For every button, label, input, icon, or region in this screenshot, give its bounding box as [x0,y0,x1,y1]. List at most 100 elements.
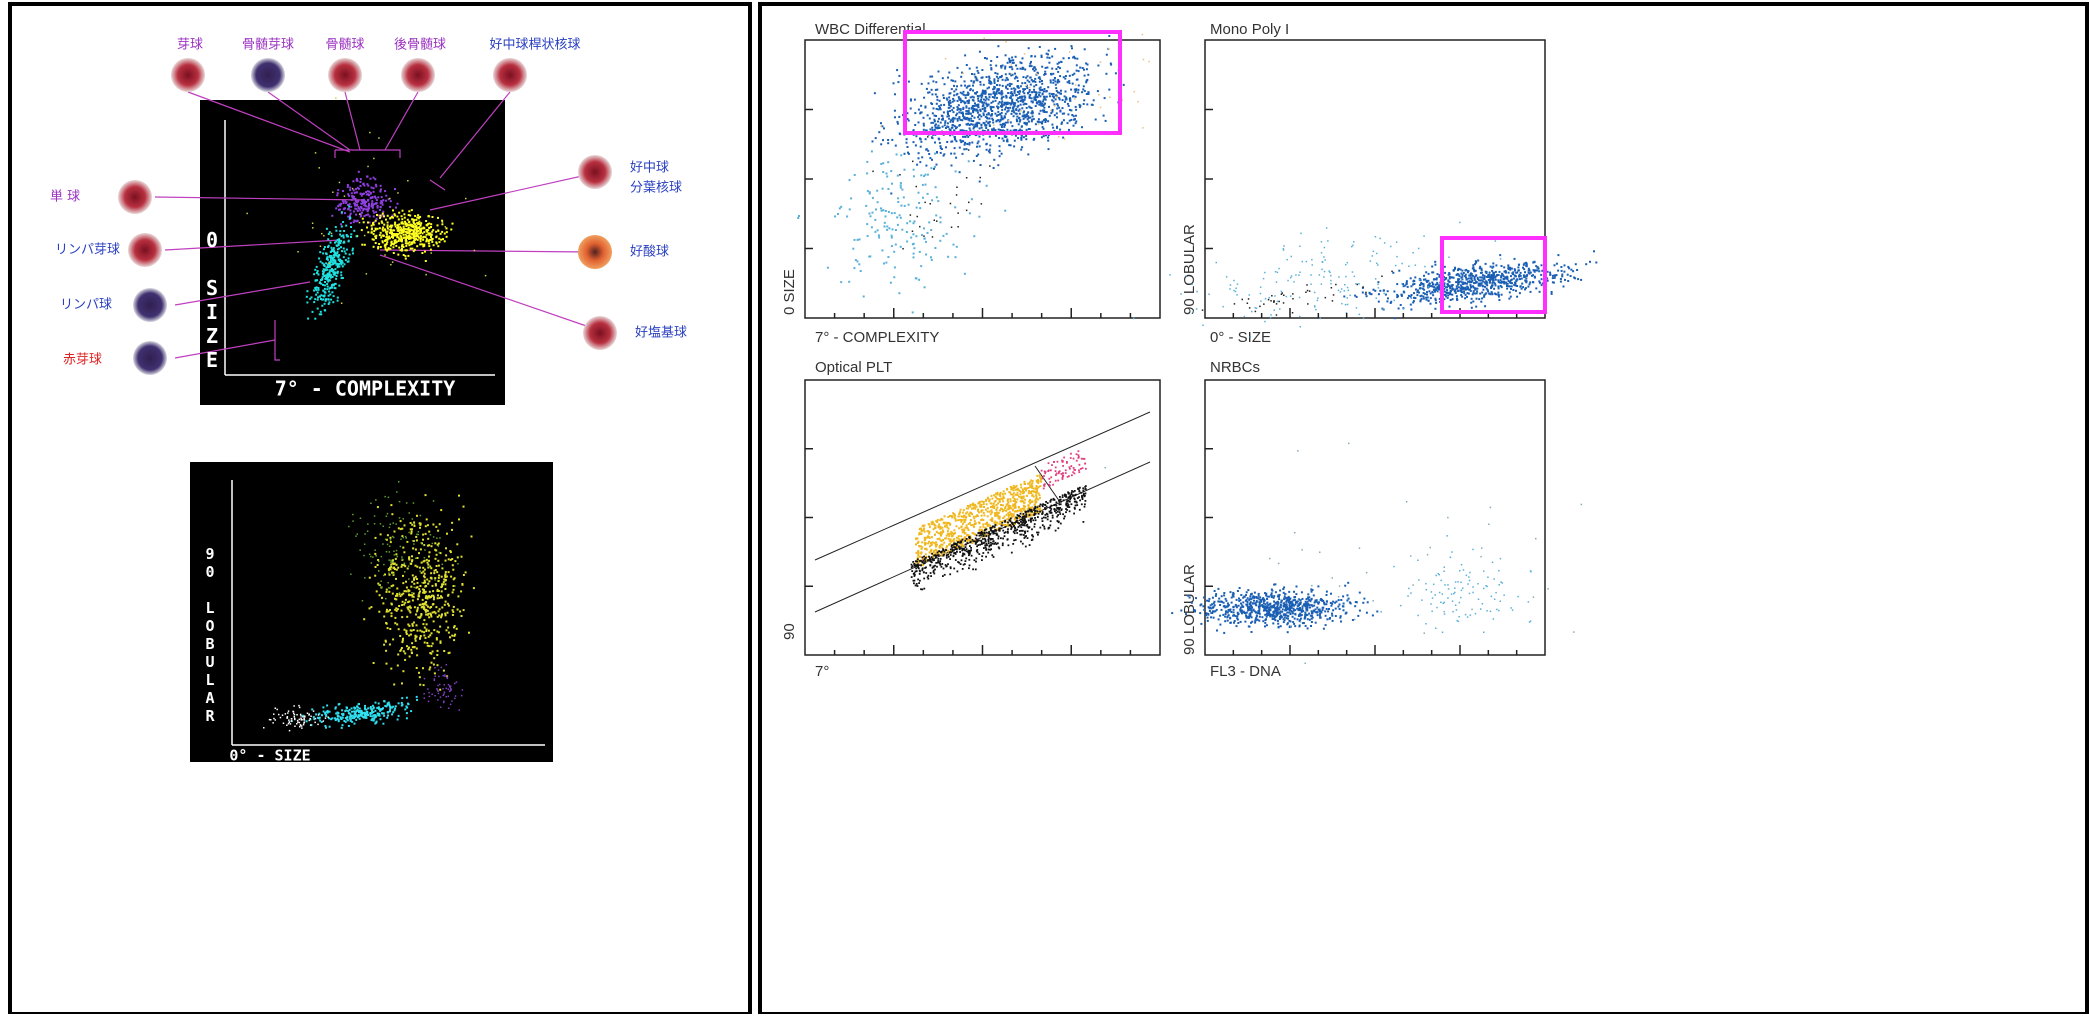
scatter-dot [420,616,422,618]
scatter-dot [857,239,859,241]
scatter-dot [912,231,914,233]
scatter-dot [352,248,354,250]
scatter-dot [460,590,462,592]
scatter-dot [375,220,377,222]
scatter-dot [1108,48,1110,50]
scatter-dot [1029,63,1031,65]
scatter-dot [337,297,339,299]
scatter-dot [1016,113,1018,115]
scatter-dot [370,556,372,558]
scatter-dot [1056,126,1058,128]
scatter-dot [888,211,890,213]
scatter-dot [945,58,947,60]
scatter-dot [964,142,966,144]
scatter-dot [450,229,452,231]
scatter-dot [443,581,445,583]
scatter-dot [398,628,400,630]
scatter-dot [910,100,912,102]
scatter-dot [396,569,398,571]
scatter-dot [1383,290,1385,292]
scatter-dot [913,129,915,131]
scatter-dot [421,631,423,633]
scatter-dot [1471,298,1473,300]
scatter-dot [1345,276,1347,278]
scatter-dot [411,243,413,245]
scatter-dot [349,187,351,189]
scatter-dot [1456,295,1458,297]
scatter-dot [454,698,456,700]
scatter-dot [361,229,363,231]
scatter-dot [1260,293,1262,295]
scatter-dot [1535,269,1537,271]
scatter-dot [1378,293,1380,295]
scatter-dot [906,222,908,224]
scatter-dot [440,642,442,644]
scatter-dot [989,511,991,513]
scatter-dot [344,195,346,197]
scatter-dot [314,722,316,724]
scatter-dot [337,714,339,716]
scatter-dot [338,285,340,287]
scatter-dot [913,141,915,143]
scatter-dot [451,700,453,702]
scatter-dot [1556,274,1558,276]
scatter-dot [378,584,380,586]
scatter-dot [1054,114,1056,116]
scatter-dot [444,676,446,678]
scatter-dot [404,659,406,661]
scatter-dot [1055,98,1057,100]
scatter-dot [1472,266,1474,268]
scatter-dot [1025,135,1027,137]
scatter-dot [423,684,425,686]
scatter-dot [1001,153,1003,155]
scatter-dot [440,233,442,235]
scatter-dot [442,583,444,585]
scatter-dot [317,296,319,298]
scatter-dot [1325,297,1327,299]
scatter-dot [441,223,443,225]
scatter-dot [407,703,409,705]
scatter-dot [1075,109,1077,111]
scatter-dot [1497,294,1499,296]
scatter-dot [454,560,456,562]
scatter-dot [1046,57,1048,59]
scatter-dot [388,573,390,575]
scatter-dot [427,606,429,608]
scatter-dot [1018,110,1020,112]
scatter-dot [430,249,432,251]
scatter-dot [437,650,439,652]
scatter-dot [424,678,426,680]
scatter-dot [438,238,440,240]
scatter-dot [958,104,960,106]
scatter-dot [1495,284,1497,286]
scatter-dot [1529,281,1531,283]
scatter-dot [373,707,375,709]
scatter-dot [931,199,933,201]
scatter-dot [401,702,403,704]
scatter-dot [362,193,364,195]
scatter-dot [384,245,386,247]
scatter-dot [1007,121,1009,123]
scatter-dot [1233,280,1235,282]
scatter-dot [963,148,965,150]
scatter-dot [964,102,966,104]
scatter-dot [1500,277,1502,279]
scatter-dot [997,73,999,75]
scatter-dot [890,282,892,284]
scatter-dot [341,226,343,228]
scatter-dot [866,161,868,163]
scatter-dot [453,578,455,580]
scatter-dot [398,247,400,249]
scatter-dot [485,275,487,277]
scatter-dot [957,212,959,214]
scatter-dot [1006,488,1008,490]
scatter-dot [1314,292,1316,294]
scatter-dot [1485,283,1487,285]
scatter-dot [444,240,446,242]
scatter-dot [1056,90,1058,92]
scatter-dot [444,684,446,686]
scatter-dot [1410,296,1412,298]
scatter-dot [979,529,981,531]
scatter-dot [1283,245,1285,247]
scatter-dot [968,149,970,151]
